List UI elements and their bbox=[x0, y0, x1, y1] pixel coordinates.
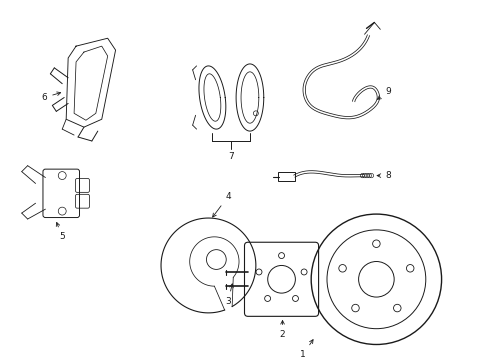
Text: 8: 8 bbox=[376, 171, 390, 180]
Text: 5: 5 bbox=[56, 222, 65, 241]
Text: 2: 2 bbox=[279, 320, 285, 339]
Text: 7: 7 bbox=[228, 152, 234, 161]
Text: 9: 9 bbox=[377, 87, 390, 99]
Text: 3: 3 bbox=[225, 284, 233, 306]
Text: 4: 4 bbox=[212, 192, 230, 217]
Text: 6: 6 bbox=[41, 92, 61, 102]
Text: 1: 1 bbox=[300, 340, 312, 359]
